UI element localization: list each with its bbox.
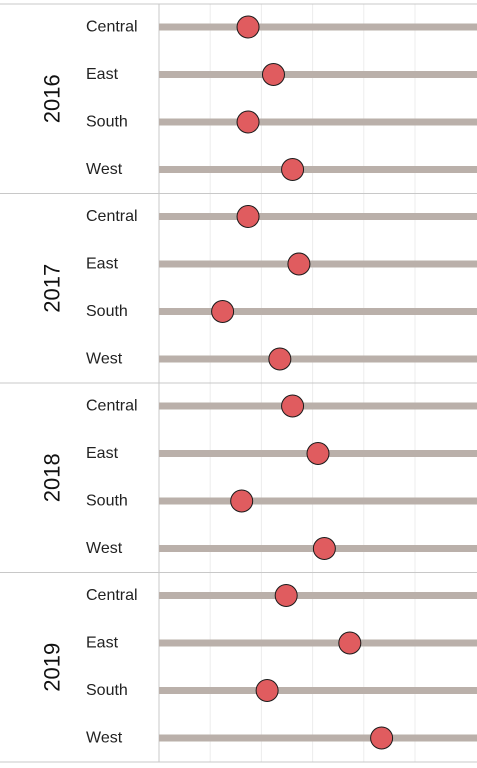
track-bar [159,118,477,126]
region-label: West [86,161,123,178]
data-point [370,726,394,750]
region-label: East [86,66,119,83]
track-bar [159,639,477,647]
region-label: Central [86,398,138,415]
data-point [268,347,292,371]
track-bar [159,402,477,410]
region-label: East [86,445,119,462]
region-label: Central [86,19,138,36]
region-label: West [86,730,123,747]
data-point [281,394,305,418]
region-label: South [86,114,128,131]
track-bar [159,355,477,363]
year-label: 2019 [40,643,65,692]
track-bar [159,497,477,505]
data-point [274,584,298,607]
data-point [306,442,330,465]
data-point [261,63,285,86]
region-label: West [86,540,123,557]
region-label: West [86,351,123,368]
region-label: South [86,682,128,699]
track-bar [159,23,477,31]
region-label: Central [86,587,138,604]
data-point [236,15,260,39]
track-bar [159,734,477,742]
region-label: East [86,256,119,273]
region-label: East [86,635,119,652]
track-bar [159,592,477,599]
year-label: 2017 [40,264,65,313]
data-point [287,252,311,276]
track-bar [159,260,477,268]
data-point [281,158,305,181]
track-bar [159,308,477,315]
track-bar [159,71,477,78]
track-bar [159,213,477,220]
region-label: Central [86,208,138,225]
data-point [230,489,254,513]
data-point [312,537,336,560]
data-point [255,679,279,702]
year-label: 2018 [40,453,65,502]
track-bar [159,687,477,694]
region-label: South [86,493,128,510]
track-bar [159,166,477,173]
data-point [338,631,362,655]
year-label: 2016 [40,74,65,123]
data-point [236,110,260,134]
data-point [236,205,260,228]
data-point [211,300,235,323]
region-label: South [86,303,128,320]
